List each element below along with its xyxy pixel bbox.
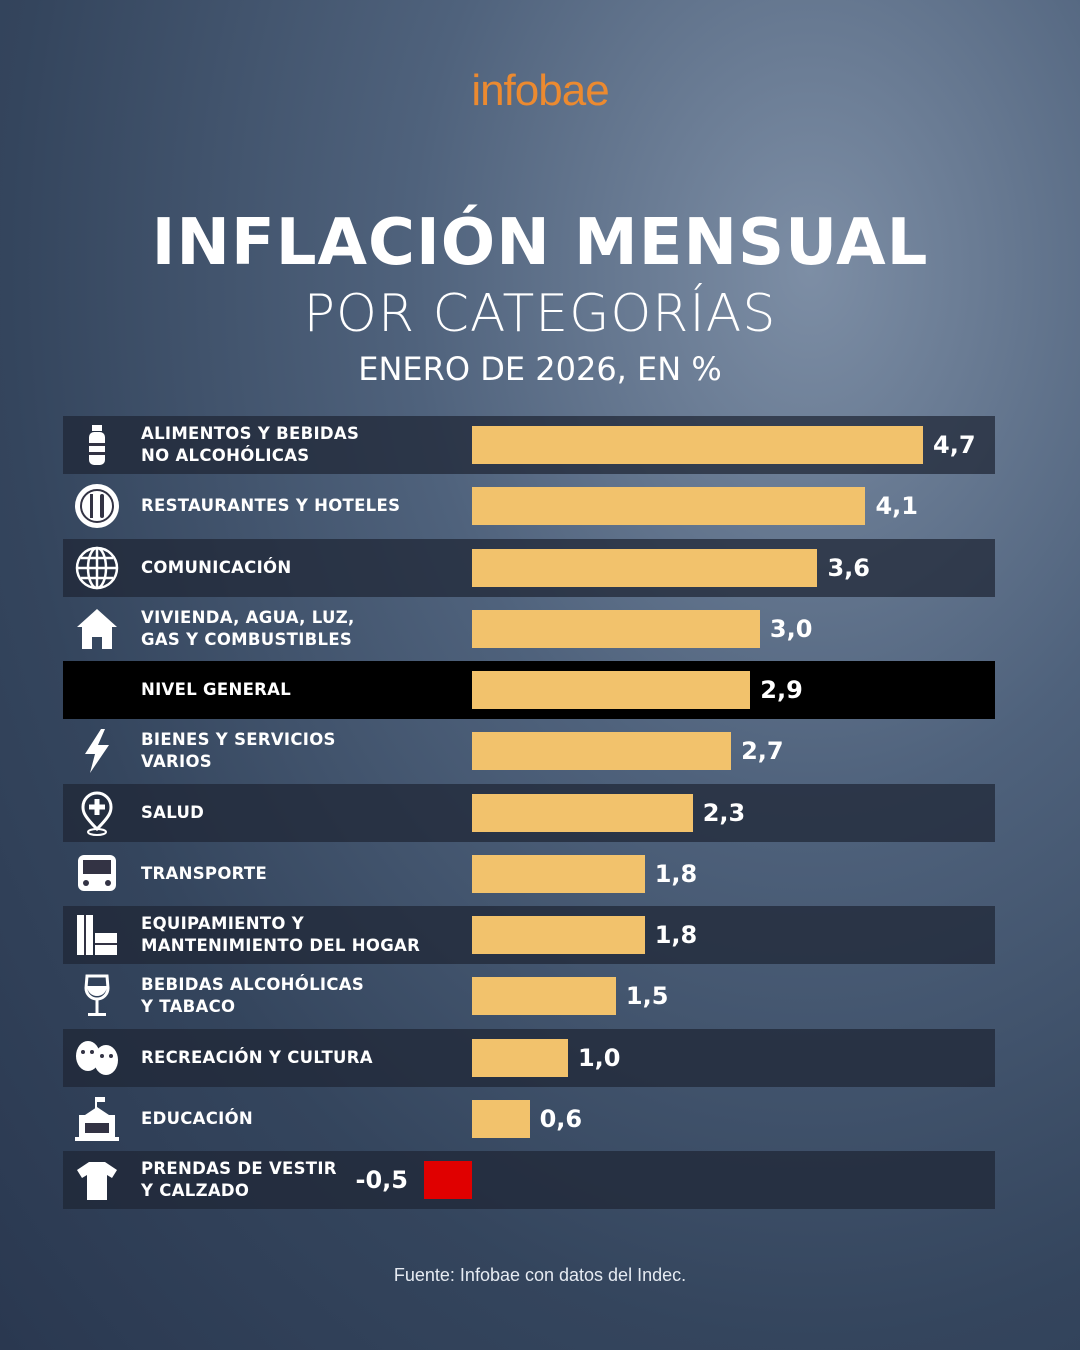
bar [471,671,751,709]
category-label: COMUNICACIÓN [141,557,292,577]
icon-house [77,608,117,649]
icon-bus [78,854,116,891]
category-row: TRANSPORTE 1,8 [63,845,995,903]
category-row: RESTAURANTES Y HOTELES 4,1 [63,477,995,535]
bar [471,1099,530,1138]
bar [471,487,866,526]
category-label: TRANSPORTE [141,863,268,883]
icon-masks [76,1040,118,1075]
category-row: NIVEL GENERAL 2,9 [63,661,995,719]
bar [471,609,760,648]
category-label: BEBIDAS ALCOHÓLICAS Y TABACO [141,975,365,1017]
value-label: 1,5 [625,982,669,1011]
value-label: -0,5 [355,1166,408,1194]
category-row: COMUNICACIÓN 3,6 [63,538,995,597]
icon-shirt [77,1162,117,1200]
value-label: 1,8 [654,859,698,888]
category-label: RECREACIÓN Y CULTURA [141,1047,373,1067]
icon-school [75,1096,119,1141]
icon-globe [75,546,119,589]
value-label: 0,6 [539,1104,583,1133]
chart-note: ENERO DE 2026, EN % [358,350,722,388]
category-row: SALUD 2,3 [63,783,995,842]
category-row: BEBIDAS ALCOHÓLICAS Y TABACO 1,5 [63,967,995,1025]
bar [471,548,818,587]
category-row: ALIMENTOS Y BEBIDAS NO ALCOHÓLICAS 4,7 [63,416,995,474]
category-label: EDUCACIÓN [141,1108,254,1128]
icon-plate [75,484,119,529]
value-label: 4,7 [933,431,976,459]
bar [471,732,732,771]
category-label: PRENDAS DE VESTIR Y CALZADO [141,1159,337,1200]
bar [471,977,616,1016]
category-row: PRENDAS DE VESTIR Y CALZADO -0,5 [63,1151,995,1209]
category-row: VIVIENDA, AGUA, LUZ, GAS Y COMBUSTIBLES 3… [63,600,995,658]
value-label: 2,9 [760,676,803,704]
category-row: BIENES Y SERVICIOS VARIOS 2,7 [63,722,995,780]
category-row: RECREACIÓN Y CULTURA 1,0 [63,1028,995,1087]
value-label: 3,6 [827,553,870,582]
category-row: EQUIPAMIENTO Y MANTENIMIENTO DEL HOGAR 1,… [63,906,995,964]
category-label: ALIMENTOS Y BEBIDAS NO ALCOHÓLICAS [141,424,360,465]
bar [471,793,693,832]
icon-empty [73,666,121,714]
category-label: NIVEL GENERAL [141,680,292,699]
bar [424,1161,472,1199]
icon-bolt [85,729,109,774]
bar [471,854,645,893]
category-label: VIVIENDA, AGUA, LUZ, GAS Y COMBUSTIBLES [141,607,355,649]
category-row: EDUCACIÓN 0,6 [63,1090,995,1148]
category-label: EQUIPAMIENTO Y MANTENIMIENTO DEL HOGAR [141,914,421,955]
category-label: RESTAURANTES Y HOTELES [141,496,401,516]
logo: infobae [471,66,609,115]
bar [471,426,923,464]
bar [471,916,645,954]
icon-bottle [89,425,105,465]
chart-title: INFLACIÓN MENSUAL [151,206,929,280]
value-label: 2,7 [741,737,784,766]
value-label: 2,3 [702,798,746,827]
icon-wine [84,974,110,1017]
value-label: 1,8 [654,921,698,949]
value-label: 1,0 [577,1043,621,1072]
category-label: BIENES Y SERVICIOS VARIOS [141,730,336,772]
value-label: 3,0 [769,614,813,643]
chart-subtitle: POR CATEGORÍAS [303,284,777,344]
bar [471,1038,568,1077]
source: Fuente: Infobae con datos del Indec. [393,1265,687,1285]
value-label: 4,1 [875,492,918,521]
icon-furniture [77,915,117,955]
icon-health [81,791,113,836]
category-label: SALUD [141,802,205,822]
